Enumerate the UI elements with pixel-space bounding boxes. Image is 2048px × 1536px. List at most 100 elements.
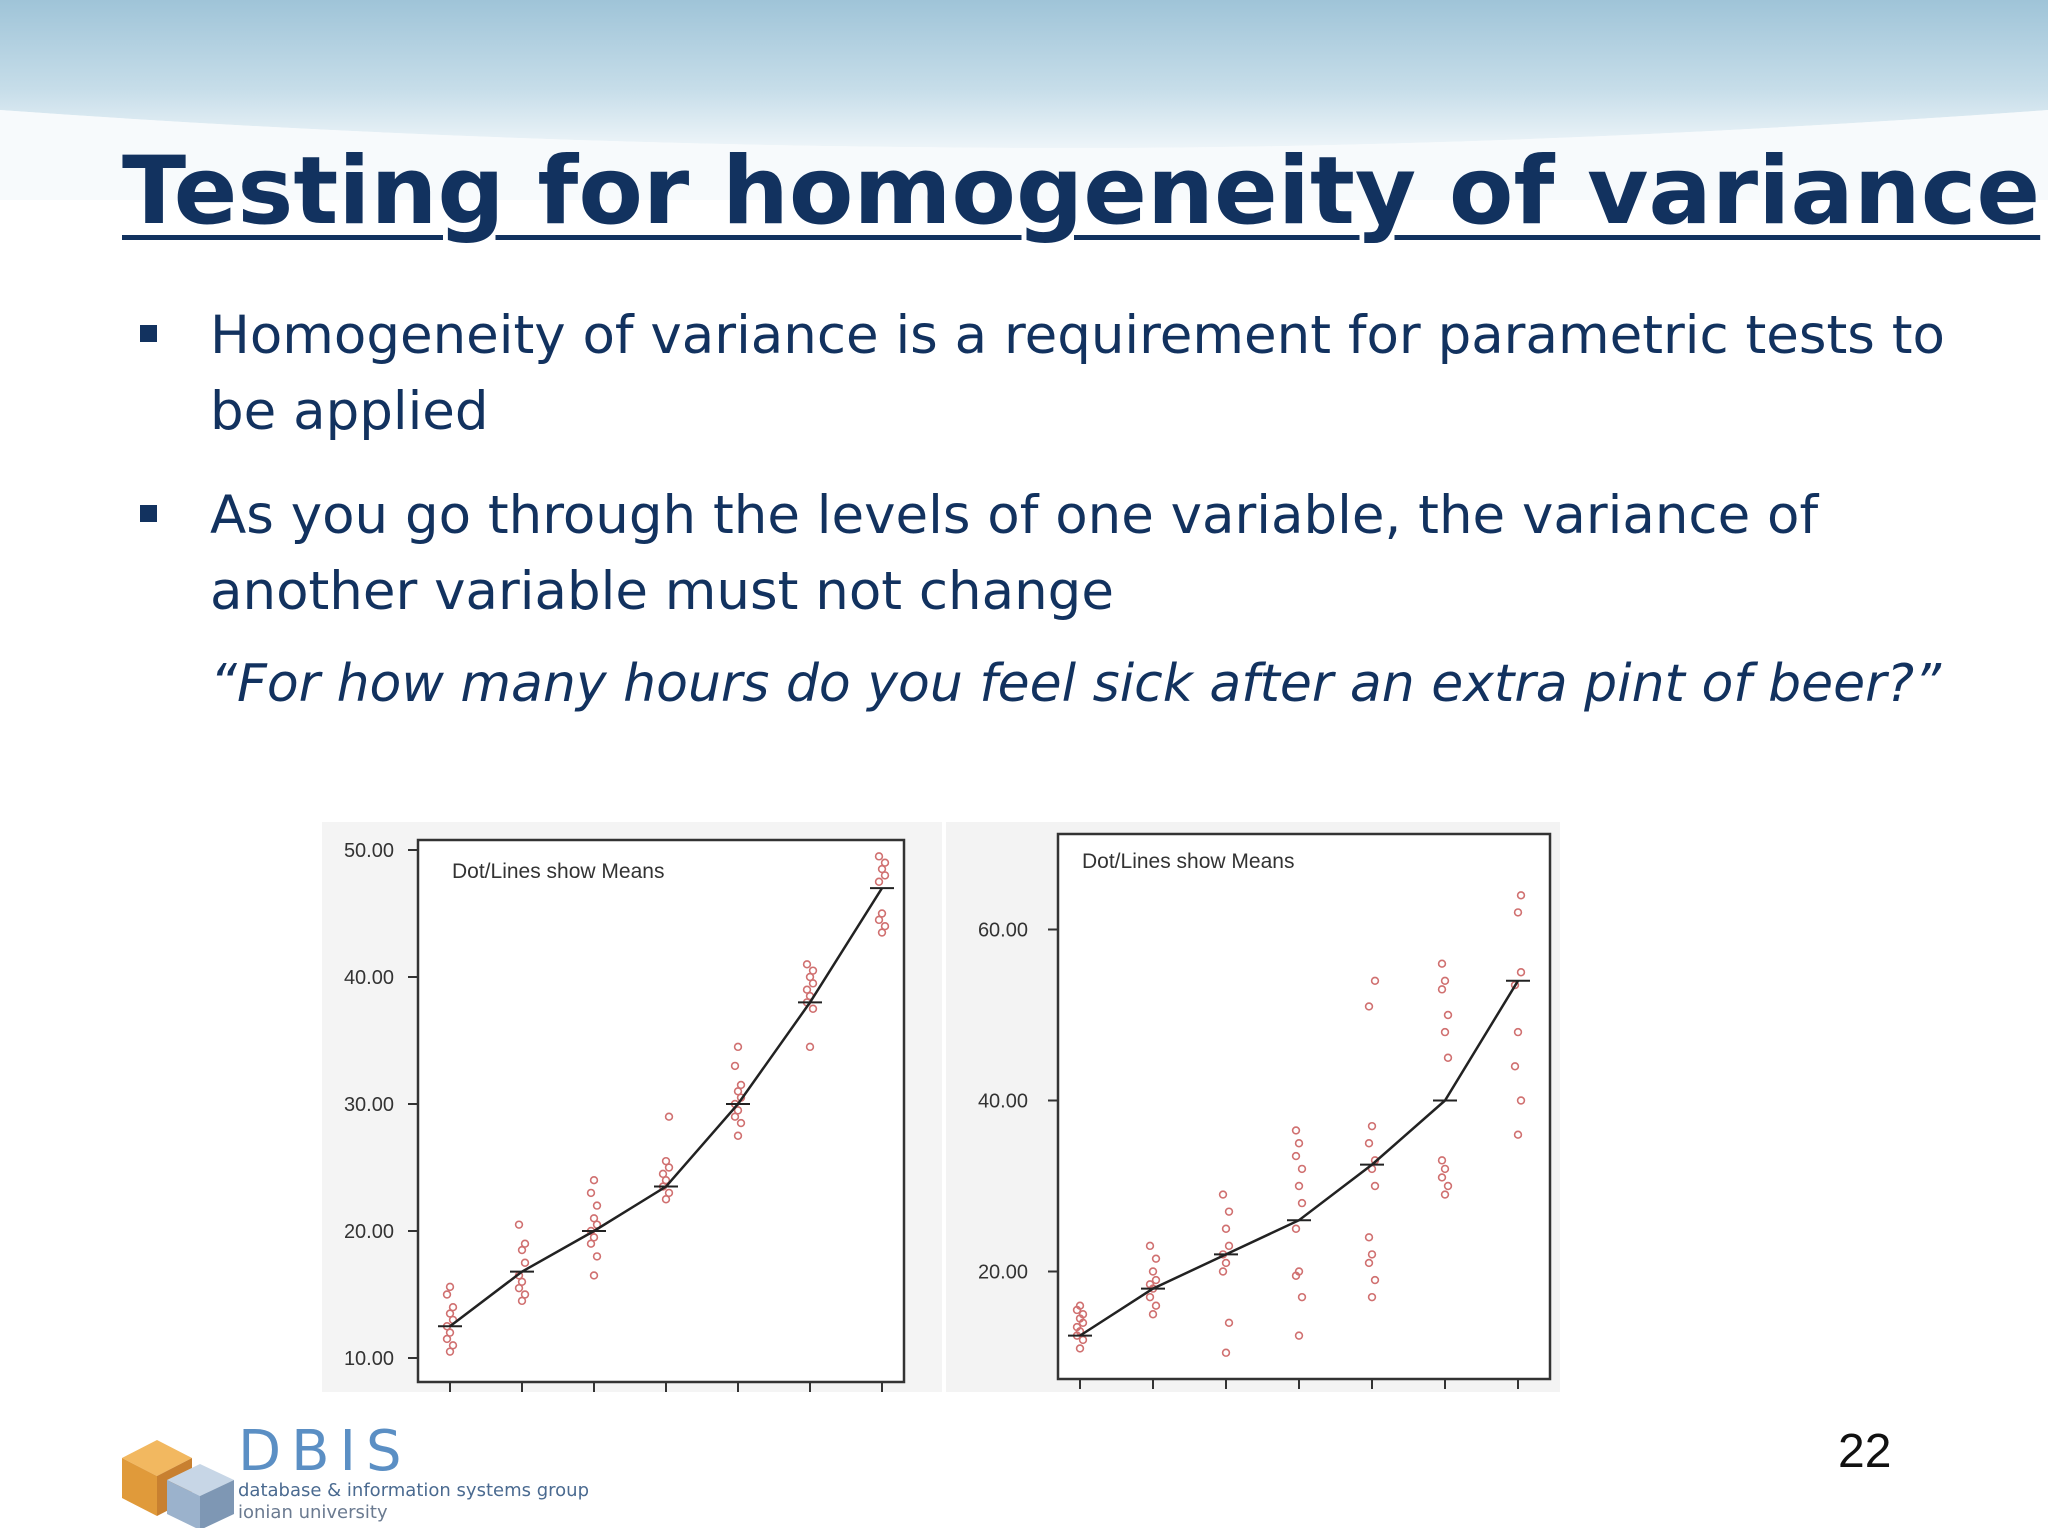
data-point: [448, 1303, 458, 1312]
data-point: [517, 1296, 527, 1306]
data-point: [1440, 1190, 1450, 1199]
data-point: [1370, 976, 1380, 986]
data-point: [808, 1004, 818, 1013]
slide-title: Testing for homogeneity of variance: [122, 137, 2041, 246]
data-point: [736, 1118, 746, 1128]
bullet-item: Homogeneity of variance is a requirement…: [134, 298, 2014, 450]
chart-right-panel: 60.00 40.00 20.00 Dot/Lines show Means: [946, 822, 1560, 1392]
data-point: [1437, 985, 1447, 994]
data-point: [802, 960, 812, 969]
data-point: [1437, 959, 1447, 968]
data-point: [1221, 1258, 1231, 1268]
data-point: [1513, 1027, 1523, 1037]
data-point: [808, 979, 818, 988]
data-point: [1513, 908, 1523, 917]
chart-right: 60.00 40.00 20.00 Dot/Lines show Means: [978, 832, 1552, 1389]
data-point: [730, 1112, 740, 1121]
data-point: [520, 1239, 530, 1248]
data-point: [1145, 1241, 1155, 1251]
y-tick-label: 60.00: [978, 920, 1028, 942]
data-point: [802, 985, 812, 994]
data-point: [880, 858, 890, 867]
data-point: [805, 1042, 815, 1052]
data-point: [1294, 1181, 1304, 1191]
data-point: [1443, 1010, 1453, 1020]
data-point: [445, 1328, 455, 1337]
page-number: 22: [1838, 1425, 1892, 1478]
data-point: [1291, 1151, 1301, 1161]
data-point: [517, 1245, 527, 1255]
data-point: [448, 1341, 458, 1350]
square-bullet-icon: [140, 325, 157, 342]
top-banner: [0, 0, 2048, 200]
data-point: [874, 915, 884, 925]
logo-name: DBIS: [238, 1419, 412, 1484]
data-point: [1297, 1164, 1307, 1174]
data-point: [874, 852, 884, 861]
data-point: [1440, 1164, 1450, 1174]
data-point: [1218, 1267, 1228, 1276]
logo-subtitle: database & information systems group: [238, 1480, 589, 1501]
data-point: [589, 1271, 599, 1280]
data-point: [1510, 1062, 1520, 1071]
data-point: [1440, 1027, 1450, 1037]
data-point: [733, 1087, 743, 1096]
data-point: [589, 1233, 599, 1242]
data-point: [1370, 1275, 1380, 1285]
data-point: [1224, 1241, 1234, 1251]
chart-annotation: Dot/Lines show Means: [1082, 850, 1294, 873]
data-point: [1437, 1173, 1447, 1182]
bullet-text: Homogeneity of variance is a requirement…: [210, 305, 1945, 442]
data-point: [733, 1042, 743, 1052]
data-point: [1516, 968, 1526, 977]
data-point: [586, 1188, 596, 1198]
data-point: [592, 1252, 602, 1261]
data-point: [1437, 1156, 1447, 1165]
data-point: [1440, 976, 1450, 986]
data-point: [1291, 1126, 1301, 1135]
data-point: [1516, 891, 1526, 900]
data-point: [661, 1156, 671, 1166]
chart-left: 50.00 40.00 30.00 20.00 10.00 Dot/Lines show …: [344, 838, 906, 1392]
data-point: [805, 972, 815, 982]
data-point: [1364, 1139, 1374, 1148]
data-point: [1151, 1301, 1161, 1310]
data-point: [1224, 1318, 1234, 1327]
data-point: [1072, 1322, 1082, 1332]
data-point: [1078, 1310, 1088, 1319]
data-point: [1370, 1181, 1380, 1191]
data-point: [445, 1309, 455, 1318]
data-point: [1513, 1130, 1523, 1139]
data-point: [589, 1214, 599, 1223]
plot-frame: [416, 838, 906, 1384]
y-tick-label: 20.00: [344, 1221, 394, 1243]
data-point: [1516, 1096, 1526, 1105]
y-tick-label: 10.00: [344, 1348, 394, 1370]
data-point: [1218, 1190, 1228, 1199]
data-point: [1367, 1121, 1377, 1131]
data-point: [874, 877, 884, 886]
data-point: [514, 1283, 524, 1293]
y-tick-label: 40.00: [344, 967, 394, 989]
data-point: [1297, 1292, 1307, 1302]
data-point: [733, 1131, 743, 1140]
data-point: [1443, 1053, 1453, 1062]
data-point: [1294, 1267, 1304, 1276]
data-point: [808, 966, 818, 975]
square-bullet-icon: [140, 505, 157, 522]
data-point: [1367, 1250, 1377, 1259]
data-point: [736, 1080, 746, 1090]
data-point: [592, 1201, 602, 1210]
data-point: [877, 864, 887, 874]
bullet-list: Homogeneity of variance is a requirement…: [134, 298, 2014, 658]
y-tick-label: 40.00: [978, 1091, 1028, 1113]
data-point: [730, 1061, 740, 1071]
data-point: [1294, 1139, 1304, 1148]
data-point: [1148, 1267, 1158, 1276]
data-point: [1075, 1344, 1085, 1353]
data-point: [1364, 1233, 1374, 1242]
data-point: [1145, 1292, 1155, 1302]
data-point: [664, 1112, 674, 1121]
data-point: [589, 1176, 599, 1185]
data-point: [1294, 1331, 1304, 1340]
